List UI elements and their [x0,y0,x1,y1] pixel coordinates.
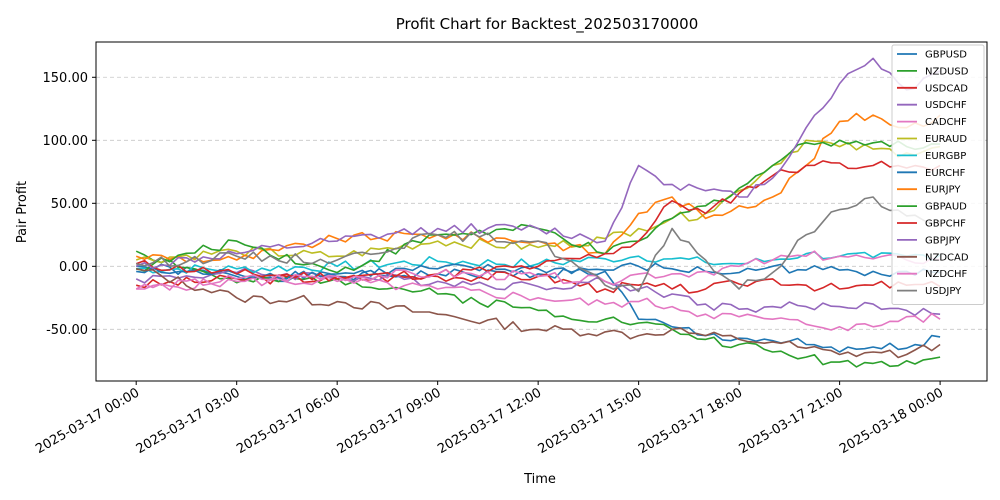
y-axis-ticks: 0.00 50.00 100.00 150.00 -50.00 [43,71,96,338]
y-axis-label: Pair Profit [15,181,30,243]
legend: GBPUSD NZDUSD USDCAD USDCHF CADCHF EURAUD EURG… [891,44,985,305]
y-tick-label: 150.00 [43,71,89,86]
legend-entry-nzdchf: NZDCHF [925,269,968,280]
legend-entry-usdjpy: USDJPY [925,286,962,297]
legend-entry-gbpchf: GBPCHF [925,219,966,230]
legend-entry-usdchf: USDCHF [925,100,967,111]
y-tick-label: 0.00 [59,260,88,275]
series-line-eurgbp [136,251,941,274]
legend-entry-gbpusd: GBPUSD [925,50,967,61]
x-tick-label: 2025-03-17 18:00 [636,385,745,457]
x-tick-label: 2025-03-17 03:00 [134,385,243,457]
x-tick-label: 2025-03-17 00:00 [33,385,142,457]
legend-entry-nzdcad: NZDCAD [925,252,969,263]
legend-entry-cadchf: CADCHF [925,117,967,128]
series-line-gbpusd [136,263,941,353]
series-line-gbpjpy [135,57,941,270]
series-line-usdjpy [136,196,941,293]
series-line-cadchf [135,276,941,332]
legend-entry-gbpaud: GBPAUD [925,202,967,213]
legend-entry-gbpjpy: GBPJPY [925,235,961,246]
series-line-nzdchf [136,250,941,291]
y-tick-label: -50.00 [46,323,88,338]
plot-frame [95,41,988,382]
legend-entry-eurchf: EURCHF [925,168,966,179]
series-line-gbpaud [136,139,941,274]
x-tick-label: 2025-03-17 09:00 [335,385,444,457]
series-line-nzdcad [136,268,941,359]
legend-entry-nzdusd: NZDUSD [925,66,969,77]
y-tick-label: 50.00 [51,197,88,212]
series-line-eurjpy [135,112,941,263]
chart-title: Profit Chart for Backtest_202503170000 [396,15,699,34]
x-tick-label: 2025-03-17 15:00 [536,385,645,457]
x-tick-label: 2025-03-17 21:00 [737,385,846,457]
x-axis-label: Time [523,472,556,487]
legend-entry-usdcad: USDCAD [925,83,968,94]
legend-entry-euraud: EURAUD [925,134,967,145]
series-line-gbpchf [135,160,941,282]
x-tick-label: 2025-03-17 12:00 [435,385,544,457]
series-lines-layer [135,57,941,368]
legend-entry-eurjpy: EURJPY [925,185,961,196]
x-tick-label: 2025-03-17 06:00 [234,385,343,457]
series-line-eurchf [136,262,941,280]
y-tick-label: 100.00 [43,134,89,149]
x-tick-label: 2025-03-18 00:00 [837,385,946,457]
legend-entry-eurgbp: EURGBP [925,151,966,162]
series-line-euraud [135,139,941,264]
